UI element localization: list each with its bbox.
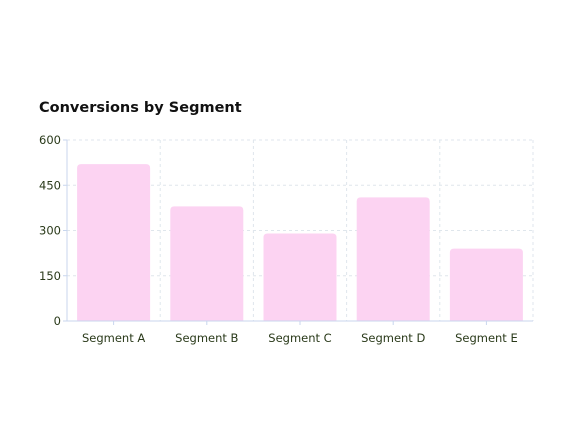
- x-tick-label: Segment A: [82, 331, 145, 345]
- bar-segment-c: [263, 233, 337, 321]
- bar-segment-a: [77, 164, 151, 321]
- y-tick-labels: 0 150 300 450 600: [39, 133, 61, 328]
- y-tick-label: 300: [39, 224, 61, 238]
- x-tick-label: Segment C: [268, 331, 331, 345]
- x-tick-labels: Segment A Segment B Segment C Segment D Segm…: [82, 331, 518, 345]
- bars: [77, 164, 523, 321]
- x-tick-label: Segment D: [361, 331, 425, 345]
- bar-segment-d: [356, 197, 430, 321]
- x-tick-label: Segment E: [455, 331, 518, 345]
- axes: [63, 139, 533, 325]
- grid-lines: [67, 139, 534, 321]
- bar-segment-b: [170, 206, 244, 321]
- y-tick-label: 150: [39, 269, 61, 283]
- chart-title: Conversions by Segment: [39, 100, 242, 116]
- bar-segment-e: [449, 248, 523, 321]
- y-tick-label: 600: [39, 133, 61, 147]
- y-tick-label: 450: [39, 178, 61, 192]
- y-tick-label: 0: [54, 314, 61, 328]
- x-tick-label: Segment B: [175, 331, 238, 345]
